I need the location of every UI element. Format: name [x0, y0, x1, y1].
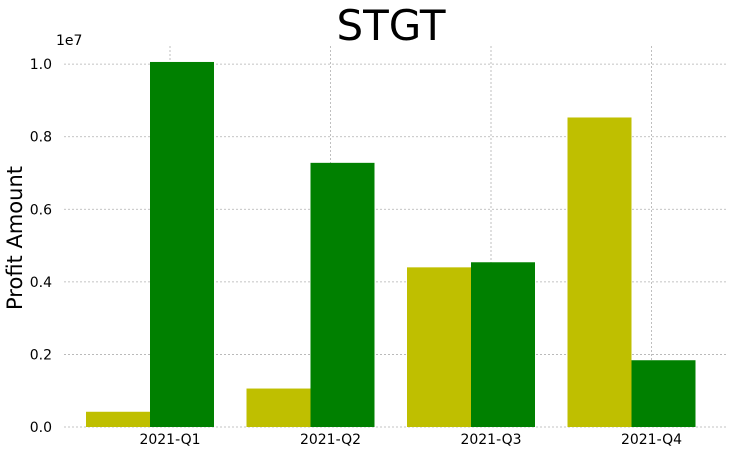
y-axis-offset-label: 1e7 [56, 33, 82, 49]
x-tick-label: 2021-Q4 [621, 432, 682, 448]
bar [471, 262, 535, 427]
y-tick-label: 0.8 [30, 130, 52, 146]
bar [86, 411, 150, 427]
bar [567, 117, 632, 428]
y-tick-label: 0.0 [30, 420, 52, 436]
bar [246, 388, 311, 427]
bars [86, 61, 696, 428]
y-tick-label: 0.6 [30, 202, 52, 218]
y-axis-label: Profit Amount [3, 166, 27, 310]
x-tick-label: 2021-Q2 [300, 432, 361, 448]
bar [631, 360, 696, 427]
x-tick-label: 2021-Q1 [139, 432, 200, 448]
y-tick-label: 0.4 [30, 275, 52, 291]
chart-title: STGT [336, 1, 445, 50]
y-tick-label: 0.2 [30, 347, 52, 363]
x-tick-label: 2021-Q3 [460, 432, 521, 448]
y-tick-label: 1.0 [30, 57, 52, 73]
y-axis-ticks: 0.0 0.2 0.4 0.6 0.8 1.0 [30, 57, 52, 436]
x-axis-ticks: 2021-Q1 2021-Q2 2021-Q3 2021-Q4 [139, 432, 682, 448]
bar [407, 267, 471, 427]
bar [310, 162, 375, 427]
bar [150, 61, 214, 428]
